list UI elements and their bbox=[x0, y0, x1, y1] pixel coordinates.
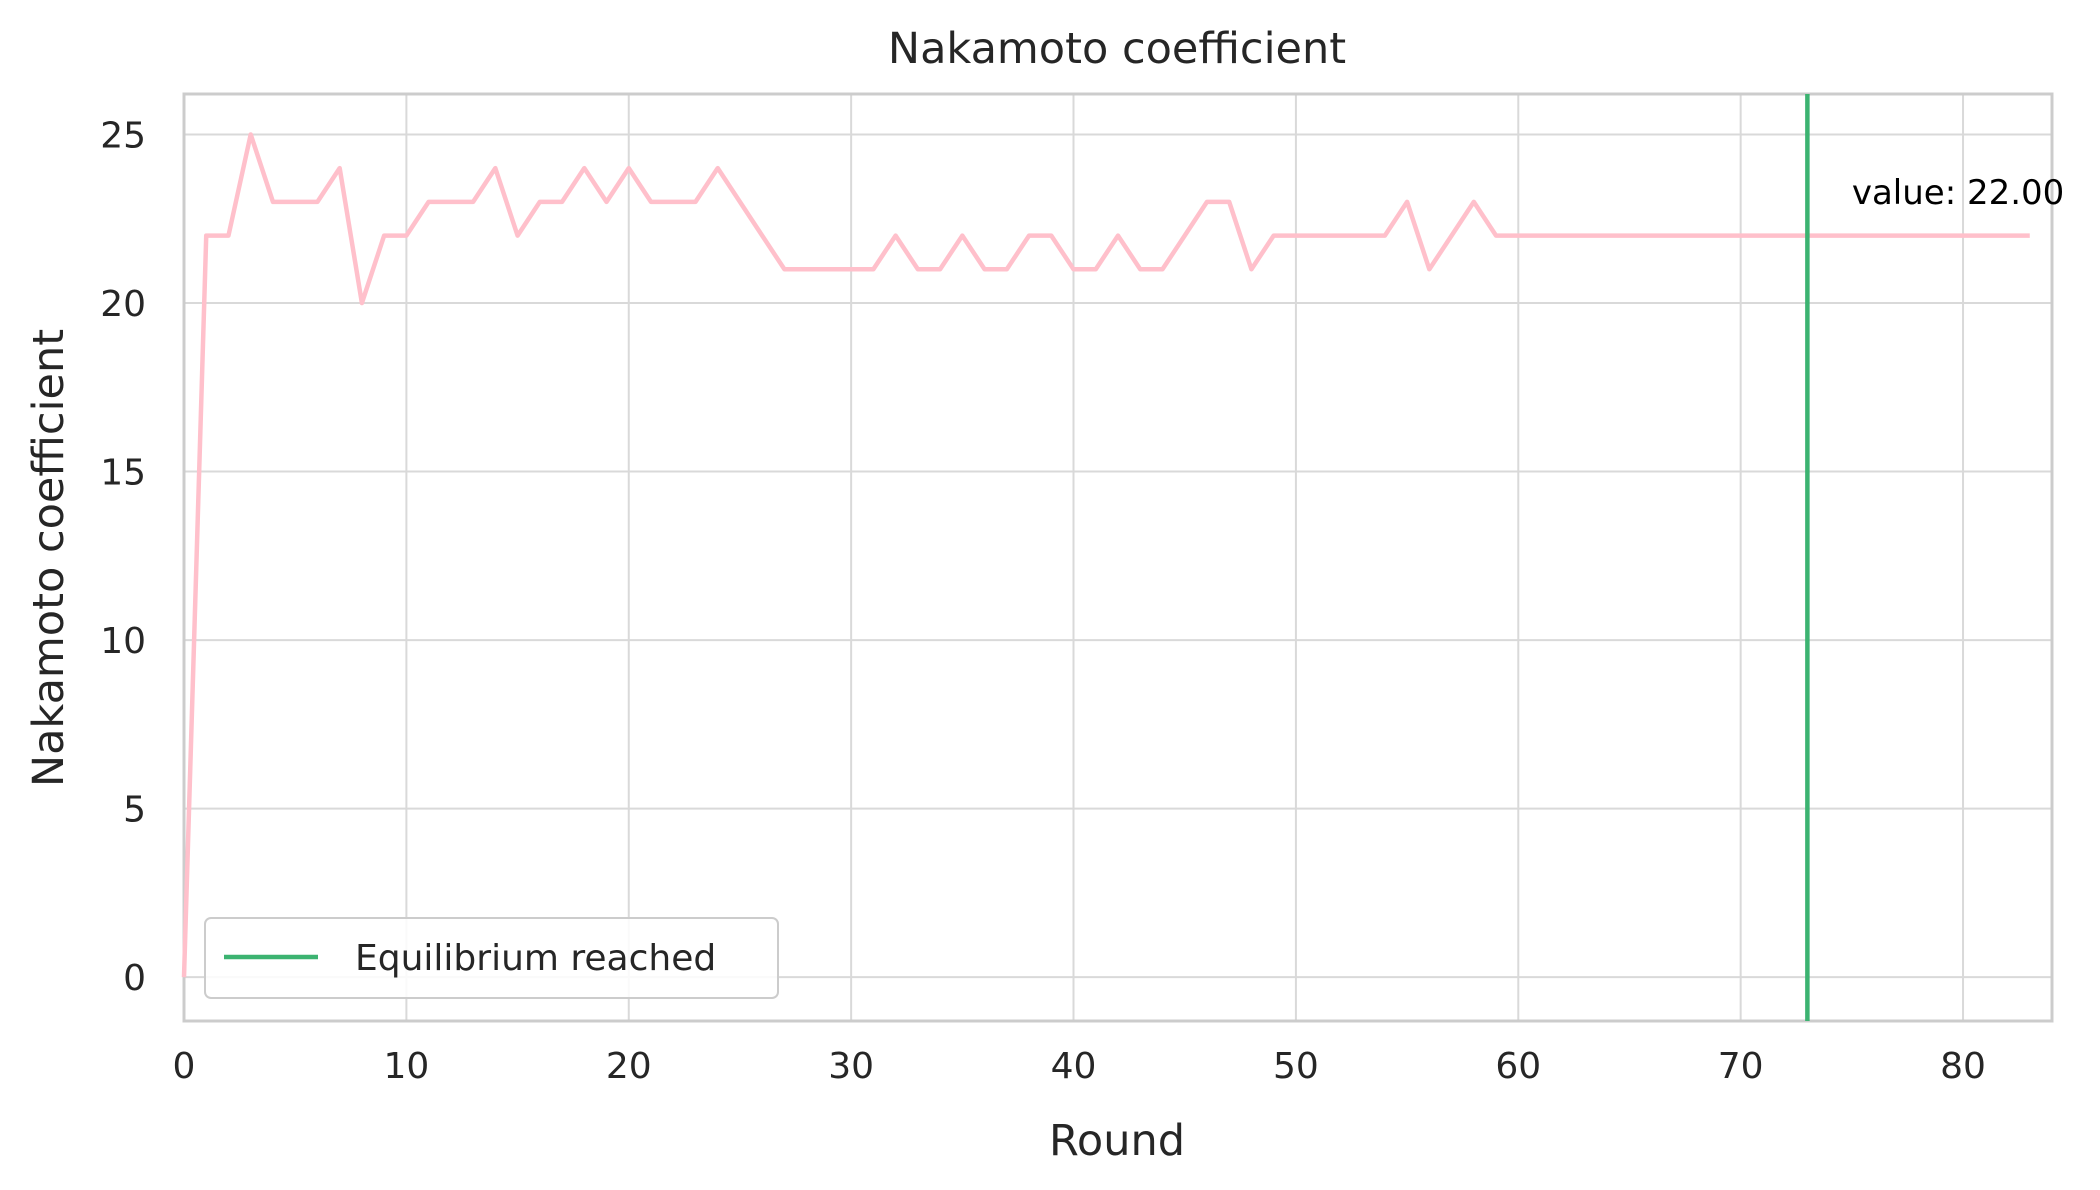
x-tick-label: 70 bbox=[1718, 1046, 1764, 1087]
legend: Equilibrium reached bbox=[204, 917, 779, 999]
y-tick-label: 15 bbox=[100, 453, 146, 494]
y-tick-label: 0 bbox=[123, 958, 146, 999]
plot-frame bbox=[182, 92, 2054, 1023]
x-axis-label: Round bbox=[1049, 1116, 1185, 1166]
x-tick-label: 80 bbox=[1940, 1046, 1986, 1087]
y-axis-ticks: 0 5 10 15 20 25 bbox=[100, 115, 146, 999]
x-tick-label: 30 bbox=[828, 1046, 874, 1087]
x-tick-label: 10 bbox=[383, 1046, 429, 1087]
x-axis-ticks: 0 10 20 30 40 50 60 70 80 bbox=[173, 1046, 1986, 1087]
chart-title: Nakamoto coefficient bbox=[888, 24, 1346, 74]
y-tick-label: 20 bbox=[100, 284, 146, 325]
x-tick-label: 0 bbox=[173, 1046, 196, 1087]
legend-box bbox=[204, 917, 779, 999]
x-tick-label: 50 bbox=[1273, 1046, 1319, 1087]
grid bbox=[183, 94, 2052, 1021]
x-tick-label: 40 bbox=[1051, 1046, 1097, 1087]
x-tick-label: 60 bbox=[1495, 1046, 1541, 1087]
legend-label: Equilibrium reached bbox=[355, 938, 716, 979]
y-tick-label: 5 bbox=[123, 790, 146, 831]
x-tick-label: 20 bbox=[606, 1046, 652, 1087]
value-annotation: value: 22.00 bbox=[1852, 173, 2064, 213]
y-tick-label: 10 bbox=[100, 621, 146, 662]
y-tick-label: 25 bbox=[100, 115, 146, 156]
series-line bbox=[181, 132, 2030, 978]
y-axis-label: Nakamoto coefficient bbox=[24, 329, 74, 787]
